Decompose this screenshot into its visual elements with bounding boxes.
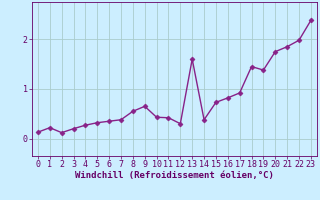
X-axis label: Windchill (Refroidissement éolien,°C): Windchill (Refroidissement éolien,°C) [75, 171, 274, 180]
